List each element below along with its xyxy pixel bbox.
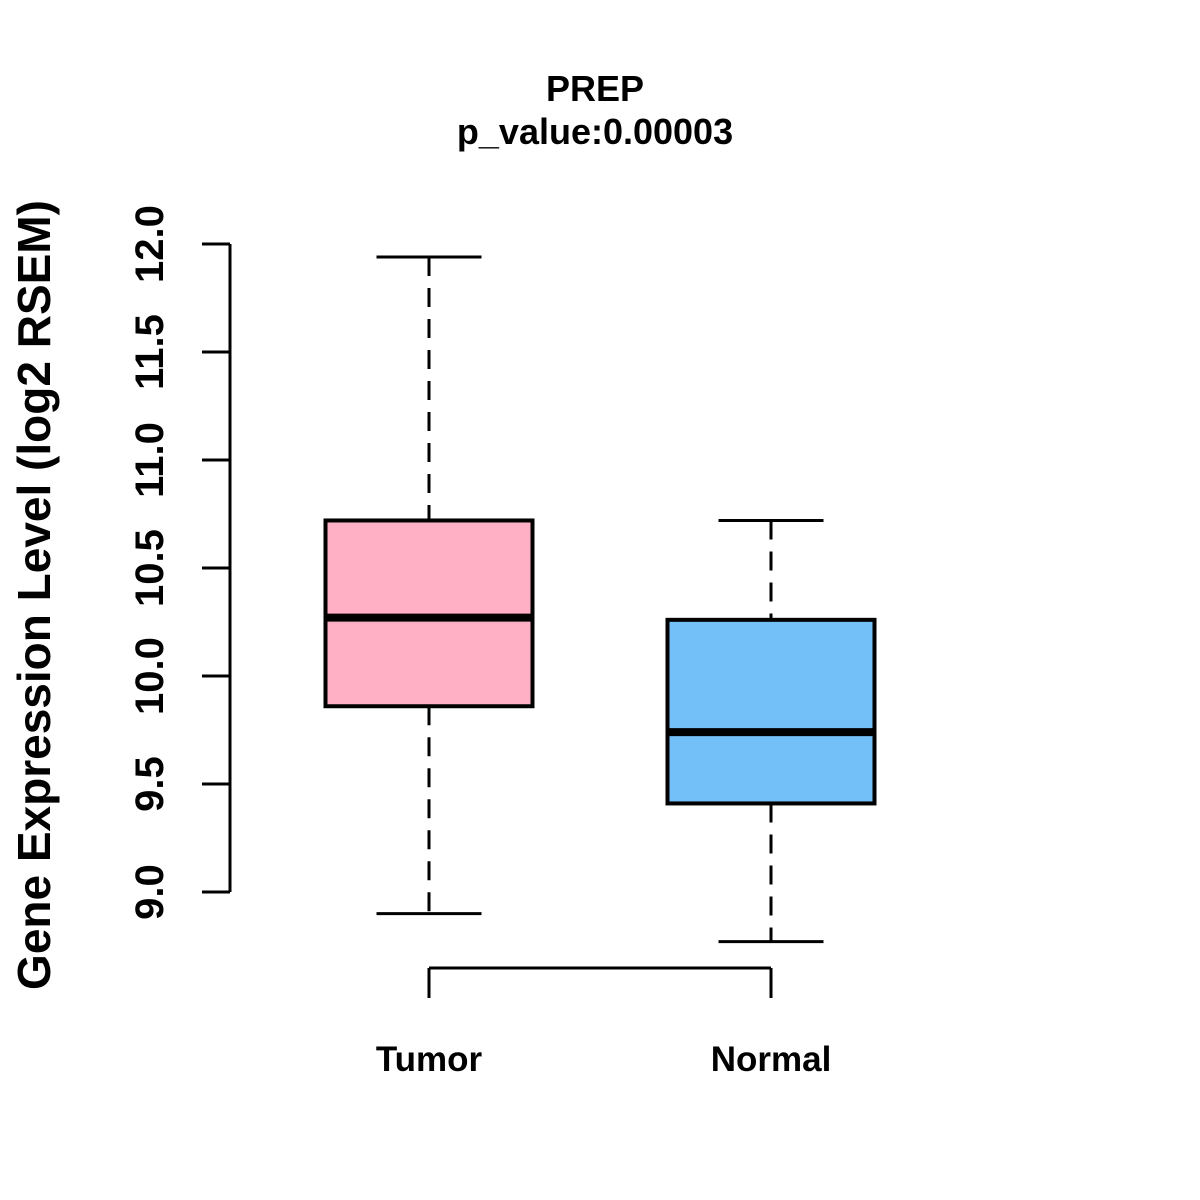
chart-subtitle-pvalue: p_value:0.00003 — [456, 111, 734, 152]
x-tick-label-normal: Normal — [710, 1040, 832, 1079]
chart-title: PREP — [545, 68, 645, 109]
y-tick-label: 12.0 — [128, 205, 172, 283]
tumor-box — [323, 518, 535, 709]
y-tick-label: 11.5 — [128, 314, 172, 390]
y-tick-label: 9.5 — [128, 756, 172, 812]
y-tick-label: 11.0 — [128, 422, 172, 498]
y-tick-label: 10.0 — [128, 637, 172, 715]
y-axis-title: Gene Expression Level (log2 RSEM) — [8, 200, 60, 990]
y-tick-label: 10.5 — [128, 529, 172, 607]
x-tick-label-tumor: Tumor — [375, 1040, 483, 1079]
normal-box — [665, 617, 877, 806]
y-tick-label: 9.0 — [128, 864, 172, 920]
